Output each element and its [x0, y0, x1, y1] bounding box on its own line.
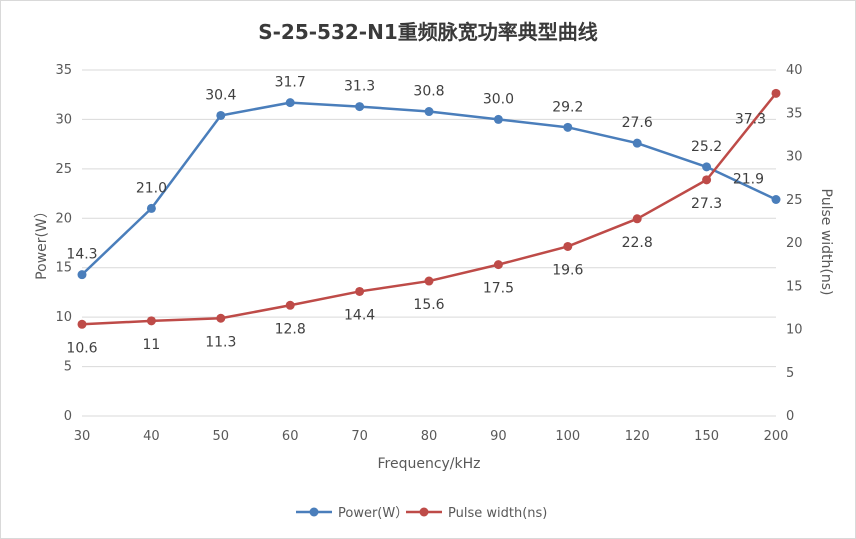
x-tick-label: 40: [143, 429, 160, 444]
data-point: [632, 138, 642, 148]
y-tick-label: 25: [55, 162, 72, 177]
data-point: [285, 300, 295, 310]
x-axis-title: Frequency/kHz: [377, 456, 480, 472]
y2-tick-label: 5: [786, 366, 794, 381]
data-point: [285, 98, 295, 108]
x-tick-label: 200: [764, 429, 789, 444]
power-data-label: 25.2: [691, 139, 722, 155]
data-labels: 14.3 21.0 30.4 31.7 31.3 30.8 30.0 29.2 27.6 25.2…: [66, 75, 766, 357]
y2-tick-label: 20: [786, 236, 803, 251]
data-point: [146, 316, 156, 326]
chart-title: S-25-532-N1重频脉宽功率典型曲线: [258, 20, 598, 44]
x-tick-label: 90: [490, 429, 507, 444]
data-point: [771, 195, 781, 205]
power-data-label: 30.4: [205, 87, 236, 103]
pulse-width-data-label: 10.6: [66, 340, 97, 356]
data-point: [216, 110, 226, 120]
data-point: [424, 107, 434, 117]
data-point: [771, 88, 781, 98]
power-data-label: 30.0: [483, 91, 514, 107]
legend-swatch-marker: [309, 507, 319, 517]
pulse-width-data-label: 14.4: [344, 307, 375, 323]
data-point: [632, 214, 642, 224]
y2-tick-label: 35: [786, 106, 803, 121]
y2-tick-label: 30: [786, 150, 803, 165]
y-tick-label: 10: [55, 310, 72, 325]
data-point: [216, 313, 226, 323]
data-point: [146, 203, 156, 213]
left-axis-ticks: 0 5 10 15 20 25 30 35: [55, 63, 72, 424]
power-data-label: 21.0: [136, 180, 167, 196]
x-axis-ticks: 30 40 50 60 70 80 90 100 120 150 200: [74, 429, 789, 444]
power-data-label: 14.3: [66, 247, 97, 263]
data-point: [77, 270, 87, 280]
pulse-width-data-label: 12.8: [275, 321, 306, 337]
y2-tick-label: 40: [786, 63, 803, 78]
grid-lines: [82, 69, 776, 417]
series-line: [81, 92, 777, 326]
series-line: [81, 101, 777, 276]
x-tick-label: 80: [421, 429, 438, 444]
pulse-width-data-label: 22.8: [622, 235, 653, 251]
pulse-width-data-label: 37.3: [735, 111, 766, 127]
pulse-width-data-label: 19.6: [552, 262, 583, 278]
legend-label: Pulse width(ns): [448, 506, 547, 521]
data-point: [77, 319, 87, 329]
y-tick-label: 35: [55, 63, 72, 78]
power-data-label: 31.7: [275, 75, 306, 91]
data-point: [424, 276, 434, 286]
data-point: [355, 102, 365, 112]
y-tick-label: 30: [55, 112, 72, 127]
data-point: [493, 260, 503, 270]
legend-label: Power(W）: [338, 506, 408, 521]
series-layer: [77, 88, 781, 329]
y-tick-label: 5: [64, 360, 72, 375]
x-tick-label: 120: [625, 429, 650, 444]
x-tick-label: 50: [213, 429, 230, 444]
power-data-label: 27.6: [622, 115, 653, 131]
data-point: [355, 286, 365, 296]
y-tick-label: 0: [64, 409, 72, 424]
y-tick-label: 20: [55, 211, 72, 226]
pulse-width-data-label: 17.5: [483, 281, 514, 297]
y2-axis-title: Pulse width(ns): [818, 189, 834, 296]
pulse-width-data-label: 15.6: [413, 297, 444, 313]
data-point: [563, 241, 573, 251]
x-tick-label: 150: [694, 429, 719, 444]
legend-swatch-marker: [419, 507, 429, 517]
power-data-label: 29.2: [552, 99, 583, 115]
data-point: [563, 122, 573, 132]
data-point: [702, 162, 712, 172]
power-data-label: 30.8: [413, 84, 444, 100]
pulse-width-data-label: 27.3: [691, 196, 722, 212]
x-tick-label: 70: [351, 429, 368, 444]
data-point: [493, 114, 503, 124]
y2-tick-label: 10: [786, 323, 803, 338]
y2-tick-label: 0: [786, 409, 794, 424]
pulse-width-data-label: 11: [142, 337, 160, 353]
y-tick-label: 15: [55, 261, 72, 276]
data-point: [702, 175, 712, 185]
legend: Power(W） Pulse width(ns): [296, 506, 547, 521]
y-axis-title: Power(W）: [34, 204, 50, 280]
pulse-width-data-label: 11.3: [205, 334, 236, 350]
x-tick-label: 100: [555, 429, 580, 444]
right-axis-ticks: 0 5 10 15 20 25 30 35 40: [786, 63, 803, 424]
y2-tick-label: 15: [786, 279, 803, 294]
y2-tick-label: 25: [786, 193, 803, 208]
power-data-label: 21.9: [733, 172, 764, 188]
x-tick-label: 30: [74, 429, 91, 444]
power-data-label: 31.3: [344, 79, 375, 95]
x-tick-label: 60: [282, 429, 299, 444]
